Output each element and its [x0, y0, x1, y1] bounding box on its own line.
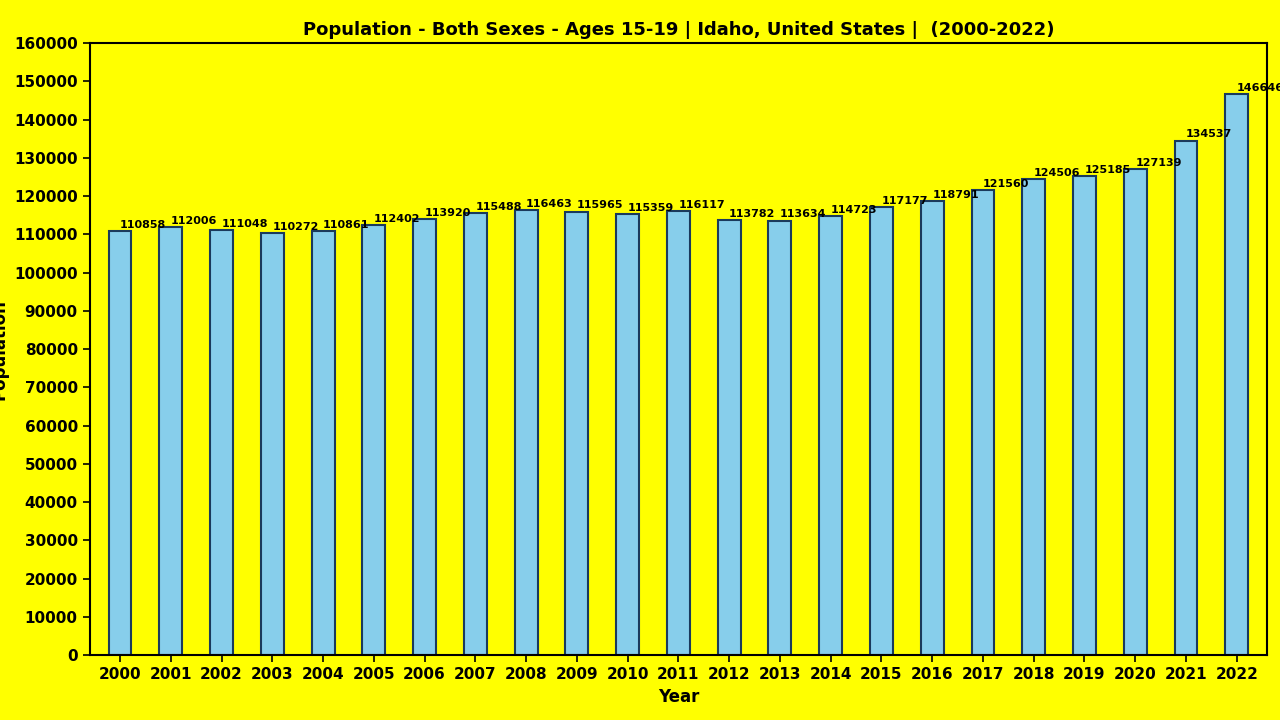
- Text: 110861: 110861: [323, 220, 370, 230]
- Bar: [718, 220, 741, 655]
- Bar: [920, 201, 943, 655]
- Text: 115488: 115488: [475, 202, 522, 212]
- Text: 112006: 112006: [170, 215, 218, 225]
- Text: 112402: 112402: [374, 214, 420, 224]
- Bar: [463, 213, 486, 655]
- Bar: [768, 220, 791, 655]
- Text: 134537: 134537: [1187, 130, 1233, 140]
- Text: 113782: 113782: [730, 209, 776, 219]
- Bar: [1073, 176, 1096, 655]
- Text: 113920: 113920: [425, 208, 471, 218]
- Bar: [515, 210, 538, 655]
- Bar: [870, 207, 893, 655]
- Bar: [616, 214, 639, 655]
- Bar: [1124, 169, 1147, 655]
- Bar: [109, 231, 132, 655]
- Text: 116117: 116117: [678, 200, 724, 210]
- Bar: [819, 217, 842, 655]
- Bar: [160, 227, 182, 655]
- Text: 110858: 110858: [120, 220, 166, 230]
- Text: 121560: 121560: [983, 179, 1029, 189]
- Text: 115359: 115359: [627, 203, 673, 213]
- Bar: [362, 225, 385, 655]
- Y-axis label: Population: Population: [0, 299, 9, 400]
- Bar: [667, 211, 690, 655]
- Title: Population - Both Sexes - Ages 15-19 | Idaho, United States |  (2000-2022): Population - Both Sexes - Ages 15-19 | I…: [302, 21, 1055, 39]
- Bar: [261, 233, 284, 655]
- Bar: [972, 190, 995, 655]
- Text: 114723: 114723: [831, 205, 877, 215]
- Text: 127139: 127139: [1135, 158, 1181, 168]
- Text: 118791: 118791: [932, 189, 979, 199]
- Text: 110272: 110272: [273, 222, 319, 233]
- Text: 113634: 113634: [780, 210, 827, 220]
- Text: 117177: 117177: [882, 196, 928, 206]
- Text: 125185: 125185: [1084, 165, 1130, 175]
- Bar: [566, 212, 589, 655]
- Bar: [1023, 179, 1046, 655]
- Text: 124506: 124506: [1034, 168, 1080, 178]
- Text: 146646: 146646: [1236, 83, 1280, 93]
- Bar: [413, 220, 436, 655]
- Bar: [1225, 94, 1248, 655]
- Bar: [311, 231, 334, 655]
- Text: 115965: 115965: [577, 200, 623, 210]
- Text: 116463: 116463: [526, 199, 573, 209]
- Bar: [210, 230, 233, 655]
- Text: 111048: 111048: [221, 220, 268, 229]
- X-axis label: Year: Year: [658, 688, 699, 706]
- Bar: [1175, 140, 1197, 655]
